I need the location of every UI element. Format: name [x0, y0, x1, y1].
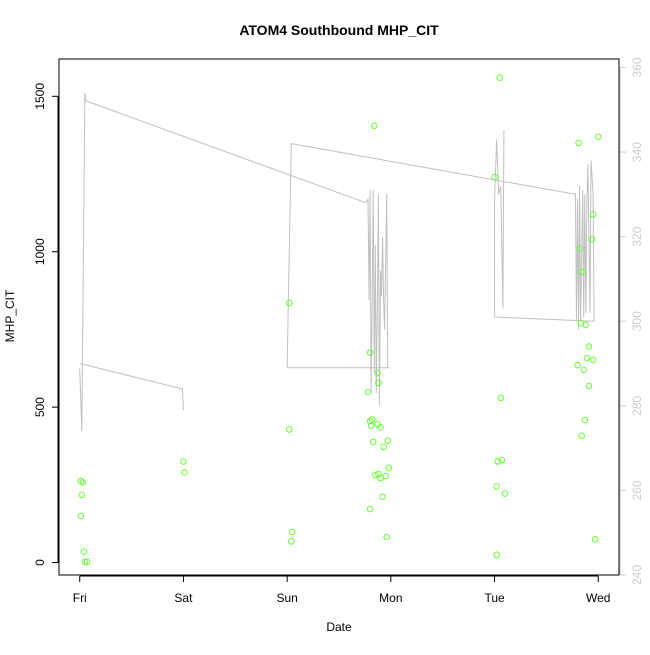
series-line-2	[79, 363, 184, 411]
data-point	[366, 505, 374, 513]
y-tick-label: 1000	[33, 238, 47, 265]
plot-frame	[58, 58, 620, 576]
data-point	[382, 472, 390, 480]
y2-tick-label: 300	[630, 311, 644, 331]
data-point	[498, 456, 506, 464]
data-point	[77, 512, 85, 520]
x-tick-label: Sun	[276, 591, 297, 605]
y-tick-label: 0	[33, 559, 47, 566]
data-point	[580, 366, 588, 374]
data-point	[578, 432, 586, 440]
data-point	[501, 490, 509, 497]
y2-tick-label: 240	[630, 565, 644, 585]
y2-tick-label: 360	[630, 57, 644, 77]
point-series-group	[77, 74, 602, 566]
y-tick-label: 500	[33, 397, 47, 417]
data-point	[588, 236, 596, 243]
data-point	[367, 422, 375, 430]
x-tick-label: Wed	[586, 591, 610, 605]
data-point	[288, 538, 295, 545]
y-axis-left: 0 500 1000 1500	[33, 83, 59, 566]
data-point	[285, 426, 293, 433]
data-point	[591, 536, 599, 543]
data-point	[377, 424, 384, 431]
data-point	[181, 469, 188, 476]
data-point	[585, 343, 593, 350]
x-tick-label: Fri	[73, 591, 87, 605]
data-point	[374, 369, 381, 377]
data-point	[583, 354, 591, 362]
data-point	[384, 437, 392, 445]
data-point	[375, 379, 382, 387]
data-point	[81, 558, 89, 566]
y2-tick-label: 320	[630, 226, 644, 246]
data-point	[496, 74, 504, 81]
data-point	[83, 558, 91, 566]
data-point	[371, 122, 378, 130]
data-point	[574, 361, 581, 369]
series-line-1	[79, 92, 595, 432]
data-point	[497, 394, 505, 402]
y2-tick-label: 260	[630, 480, 644, 500]
data-point	[589, 211, 597, 218]
data-point	[379, 493, 386, 501]
data-point	[368, 416, 376, 423]
data-point	[372, 471, 379, 479]
data-point	[79, 479, 87, 486]
y-axis-right: 240 260 280 300 320 340 360	[619, 57, 644, 585]
x-tick-label: Sat	[174, 591, 193, 605]
data-point	[582, 321, 590, 329]
x-tick-label: Tue	[484, 591, 505, 605]
x-tick-label: Mon	[379, 591, 402, 605]
x-axis: Fri Sat Sun Mon Tue Wed	[73, 575, 610, 605]
data-point	[289, 528, 296, 536]
data-point	[589, 356, 597, 364]
data-point	[369, 438, 377, 446]
data-point	[366, 349, 374, 357]
data-point	[581, 416, 589, 424]
chart-title: ATOM4 Southbound MHP_CIT	[239, 22, 439, 38]
data-point	[578, 268, 586, 276]
data-point	[383, 533, 391, 541]
data-point	[385, 464, 393, 472]
data-point	[364, 388, 372, 396]
data-point	[585, 382, 593, 390]
y-tick-label: 1500	[33, 83, 47, 110]
y2-tick-label: 340	[630, 142, 644, 162]
data-point	[493, 483, 500, 490]
data-point	[491, 173, 498, 181]
data-point	[180, 458, 187, 465]
data-point	[493, 551, 500, 559]
data-point	[78, 491, 86, 499]
data-point	[285, 299, 293, 307]
y-axis-label: MHP_CIT	[3, 289, 17, 342]
data-point	[576, 245, 583, 252]
data-point	[595, 133, 602, 140]
data-point	[380, 443, 387, 451]
line-series-group	[79, 92, 595, 432]
data-point	[575, 139, 582, 147]
data-point	[80, 548, 88, 556]
x-axis-label: Date	[326, 620, 352, 634]
y2-tick-label: 280	[630, 395, 644, 415]
data-point	[494, 458, 502, 465]
